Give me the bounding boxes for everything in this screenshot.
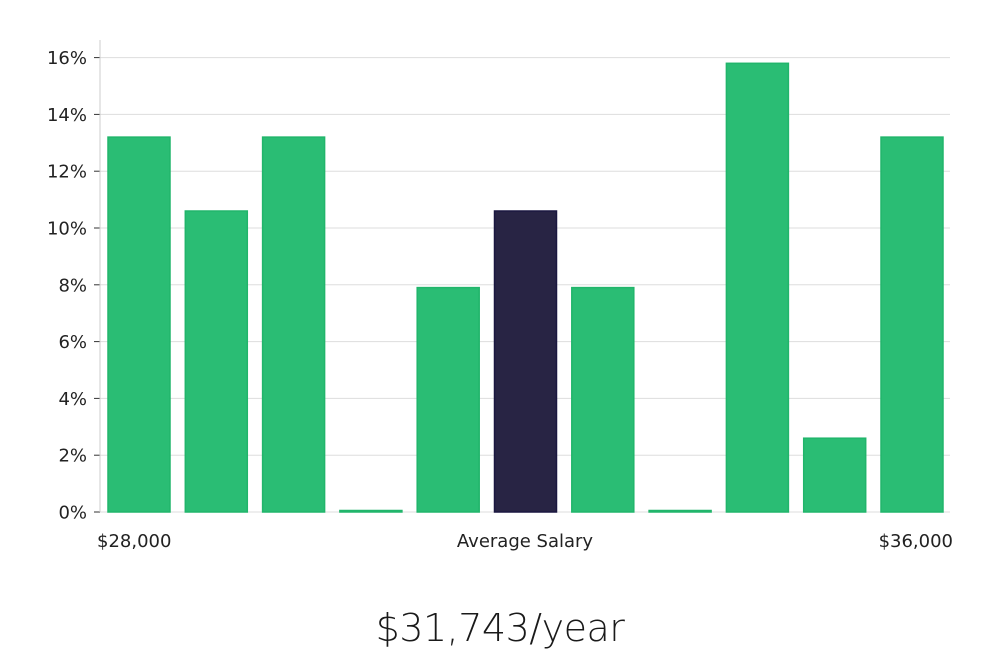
bar — [648, 509, 712, 513]
bar-highlighted — [493, 210, 558, 513]
bar — [184, 210, 249, 513]
y-tick-label: 10% — [47, 219, 87, 240]
y-tick-label: 8% — [58, 275, 87, 296]
bar — [107, 136, 171, 513]
x-axis-end-label: $36,000 — [879, 531, 953, 552]
bar — [571, 286, 635, 513]
y-tick-label: 0% — [58, 503, 87, 524]
y-tick-label: 14% — [47, 105, 87, 126]
y-tick-label: 16% — [47, 48, 87, 69]
average-salary-value: $31,743/year — [375, 606, 625, 650]
y-tick-label: 12% — [47, 162, 87, 183]
bars — [107, 62, 944, 513]
bar — [802, 437, 867, 513]
y-tick-label: 6% — [58, 332, 87, 353]
bar — [880, 136, 944, 513]
y-tick-label: 4% — [58, 389, 87, 410]
salary-histogram: 0% 2% 4% 6% 8% 10% 12% 14% 16% $28,000 Average S… — [47, 40, 953, 552]
bar — [416, 286, 480, 513]
x-axis-title: Average Salary — [457, 531, 594, 552]
bar — [339, 509, 403, 513]
y-tick-label: 2% — [58, 446, 87, 467]
bar — [261, 136, 326, 513]
y-axis-ticks: 0% 2% 4% 6% 8% 10% 12% 14% 16% — [47, 48, 100, 524]
bar — [725, 62, 790, 513]
x-axis-start-label: $28,000 — [97, 531, 171, 552]
